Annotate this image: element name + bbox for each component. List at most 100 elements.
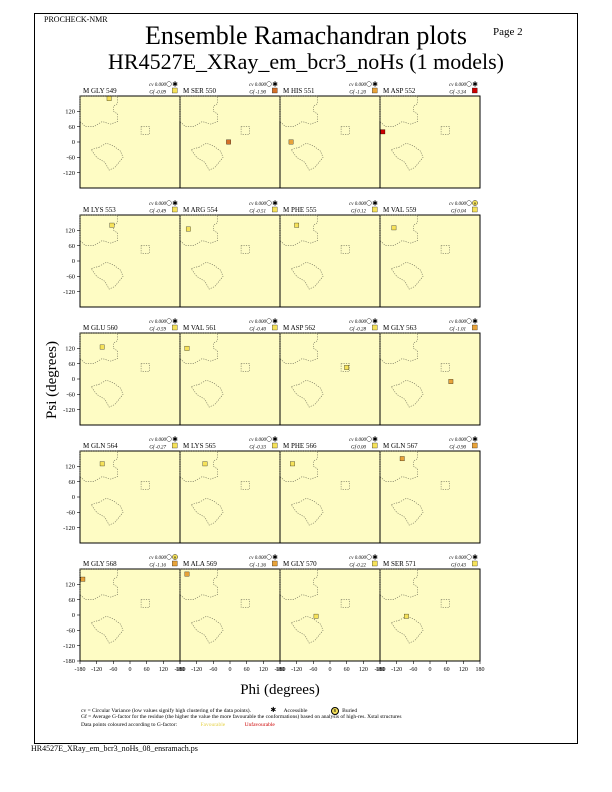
- residue-label: M HIS 551: [283, 87, 315, 95]
- y-tick-label: 0: [72, 612, 75, 619]
- x-tick-label: 180: [276, 667, 285, 673]
- data-point: [184, 571, 190, 577]
- data-point: [80, 576, 86, 582]
- cv-value: cv 0.000: [249, 83, 266, 88]
- residue-label: M ASP 562: [283, 324, 316, 332]
- x-tick-label: -180: [75, 667, 86, 673]
- allowed-region: [179, 568, 218, 600]
- x-tick-label: 180: [376, 667, 385, 673]
- cv-circle-icon: [366, 318, 372, 324]
- legend-unfavourable: Unfavourable: [244, 722, 275, 728]
- data-point: [399, 456, 405, 462]
- gf-swatch: [372, 560, 378, 567]
- program-name: PROCHECK-NMR: [44, 15, 108, 24]
- residue-label: M VAL 559: [383, 206, 417, 214]
- y-tick-label: 60: [69, 243, 76, 250]
- x-tick-label: 60: [144, 667, 150, 673]
- x-tick-label: 60: [444, 667, 450, 673]
- cv-circle-icon: [466, 81, 472, 87]
- page-number: Page 2: [493, 26, 523, 38]
- residue-label: M GLY 568: [83, 560, 117, 568]
- x-tick-label: -180: [275, 667, 286, 673]
- x-tick-label: -60: [409, 667, 417, 673]
- gf-swatch: [472, 442, 478, 449]
- cv-circle-icon: [266, 200, 272, 206]
- residue-label: M PHE 555: [283, 206, 317, 214]
- data-point: [185, 226, 191, 232]
- legend-line-gf: Gf = Average G-factor for the residue (t…: [81, 714, 402, 720]
- cv-circle-icon: [366, 554, 372, 560]
- plot-panel: [379, 568, 481, 662]
- data-point: [294, 222, 300, 228]
- accessible-icon: ✱: [272, 435, 278, 443]
- gf-value: Gf -0.40: [249, 328, 266, 333]
- allowed-region: [390, 615, 424, 644]
- gf-value: Gf -0.90: [449, 446, 466, 451]
- cv-value: cv 0.000: [249, 202, 266, 207]
- allowed-region: [340, 245, 350, 254]
- plot-panel: [279, 214, 381, 308]
- cv-value: cv 0.000: [149, 320, 166, 325]
- page-frame: [34, 13, 578, 744]
- cv-circle-icon: [166, 318, 172, 324]
- cv-value: cv 0.000: [149, 556, 166, 561]
- legend-line-cv: cv = Circular Variance (low values signi…: [81, 706, 357, 715]
- x-tick-label: -60: [309, 667, 317, 673]
- cv-value: cv 0.000: [249, 556, 266, 561]
- allowed-region: [179, 214, 218, 246]
- allowed-region: [179, 95, 218, 127]
- allowed-region: [179, 450, 218, 482]
- accessible-icon: ✱: [372, 80, 378, 88]
- residue-label: M PHE 566: [283, 442, 317, 450]
- y-tick-label: -60: [66, 274, 75, 281]
- cv-circle-icon: [266, 554, 272, 560]
- allowed-region: [79, 568, 118, 600]
- allowed-region: [440, 481, 450, 490]
- buried-icon: [172, 554, 178, 560]
- gf-value: Gf 0.00: [351, 446, 367, 451]
- cv-circle-icon: [266, 318, 272, 324]
- cv-circle-icon: [266, 81, 272, 87]
- gf-swatch: [272, 324, 278, 331]
- accessible-icon: ✱: [372, 317, 378, 325]
- gf-value: Gf 0.43: [451, 564, 467, 569]
- gf-swatch: [272, 87, 278, 94]
- cv-circle-icon: [366, 436, 372, 442]
- data-point: [109, 222, 115, 228]
- residue-label: M GLN 567: [383, 442, 418, 450]
- plot-panel: [79, 568, 181, 662]
- chart-title: Ensemble Ramachandran plots: [144, 21, 468, 50]
- allowed-region: [240, 245, 250, 254]
- allowed-region: [90, 497, 124, 526]
- plot-panel: [79, 332, 181, 426]
- allowed-region: [379, 95, 418, 127]
- allowed-region: [279, 95, 318, 127]
- gf-swatch: [372, 87, 378, 94]
- allowed-region: [279, 568, 318, 600]
- y-tick-label: 60: [69, 361, 76, 368]
- data-point: [99, 344, 105, 350]
- gf-value: Gf -1.01: [449, 328, 466, 333]
- x-axis-label: Phi (degrees): [240, 682, 320, 698]
- data-point: [99, 461, 105, 467]
- allowed-region: [90, 615, 124, 644]
- allowed-region: [79, 332, 118, 364]
- cv-circle-icon: [466, 200, 472, 206]
- cv-value: cv 0.000: [249, 320, 266, 325]
- data-point: [290, 461, 295, 467]
- plot-panel: [79, 95, 181, 189]
- cv-value: cv 0.000: [349, 83, 366, 88]
- allowed-region: [390, 142, 424, 171]
- allowed-region: [190, 497, 224, 526]
- residue-label: M ALA 569: [183, 560, 217, 568]
- x-tick-label: 0: [129, 667, 132, 673]
- x-tick-label: 180: [476, 667, 485, 673]
- allowed-region: [440, 126, 450, 135]
- y-tick-label: -60: [66, 510, 75, 517]
- accessible-icon: ✱: [472, 317, 478, 325]
- gf-value: Gf -1.20: [349, 91, 366, 96]
- allowed-region: [90, 261, 124, 290]
- plot-panel: [179, 332, 281, 426]
- y-tick-label: -60: [66, 392, 75, 399]
